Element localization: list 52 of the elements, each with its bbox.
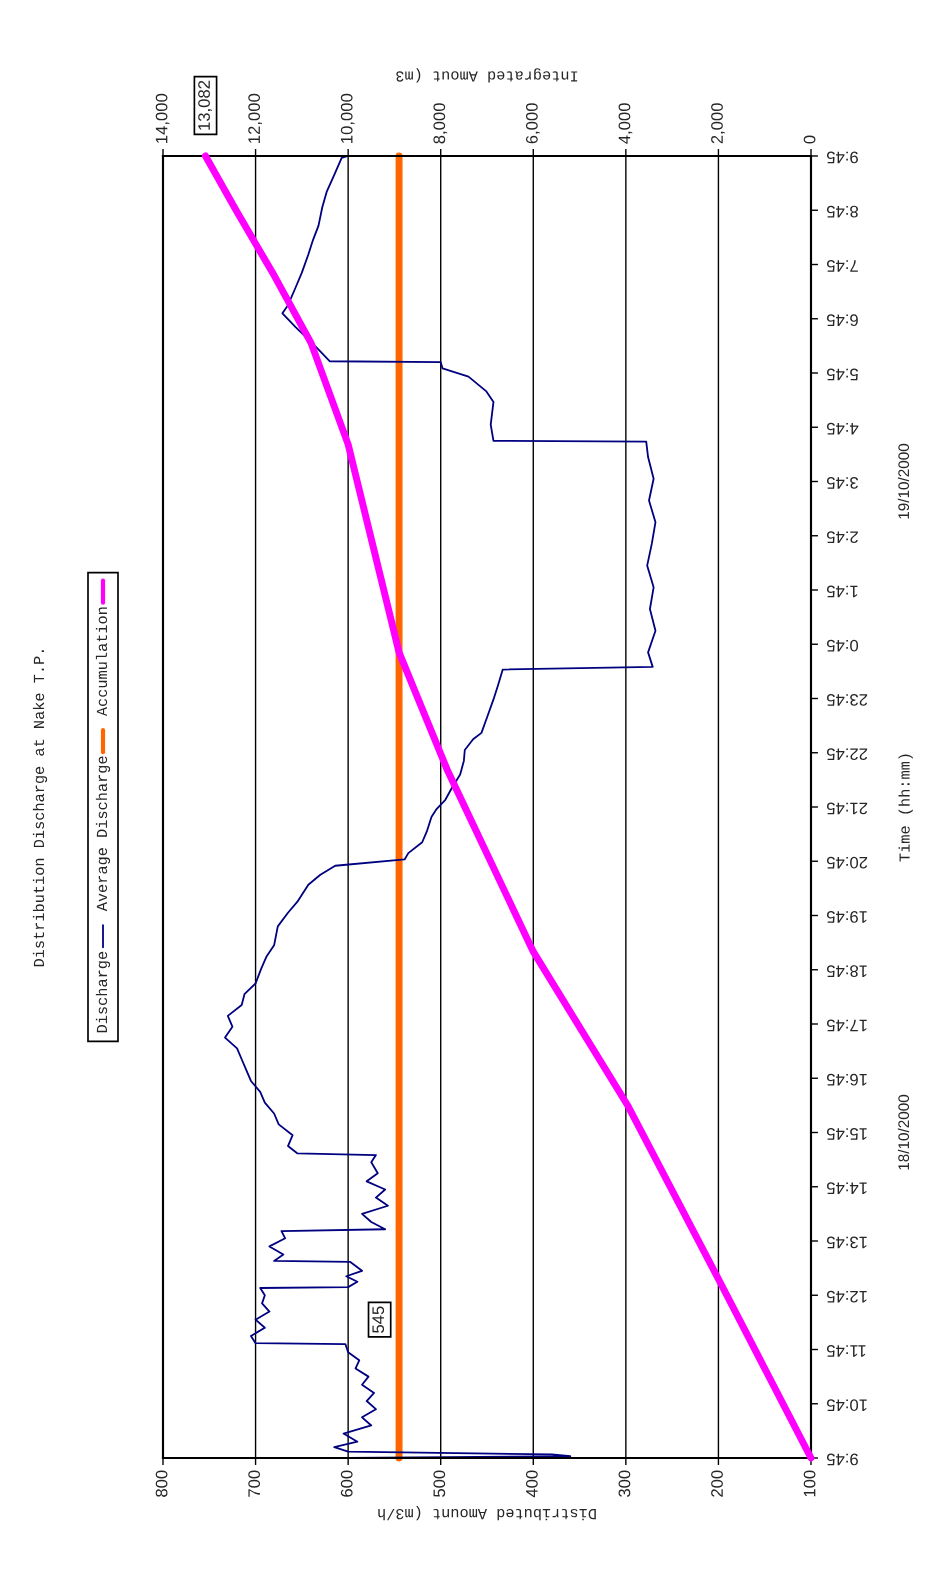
- x2-tick-label: 14,000: [155, 93, 170, 143]
- y-tick-label: 22:45: [826, 748, 868, 761]
- annotation: 545: [372, 1306, 385, 1333]
- y-tick-label: 4:45: [826, 422, 859, 435]
- y-tick-label: 21:45: [826, 802, 868, 815]
- x-tick-label: 700: [248, 1470, 261, 1497]
- x-tick-label: 200: [711, 1470, 723, 1497]
- y-axis-title: Time (hh:mm): [898, 754, 913, 862]
- y-tick-label: 0:45: [826, 639, 859, 652]
- legend-label: Accumulation: [95, 607, 108, 717]
- x-tick-label: 600: [340, 1470, 353, 1497]
- x2-tick-label: 8,000: [433, 103, 448, 144]
- text: Distribution Discharge at Nake T.P.: [32, 650, 48, 967]
- x-tick-label: 100: [803, 1470, 816, 1497]
- y-tick-label: 20:45: [826, 856, 868, 869]
- y-tick-label: 11:45: [826, 1345, 866, 1357]
- x2-tick-label: 10,000: [340, 93, 355, 143]
- y-tick-label: 1:45: [826, 585, 858, 598]
- x2-tick-label: 0: [803, 135, 816, 144]
- y-tick-label: 18:45: [826, 965, 867, 978]
- y-tick-label: 6:45: [826, 314, 858, 327]
- y-tick-label: 8:45: [826, 205, 858, 218]
- y-tick-label: 14:45: [826, 1182, 867, 1194]
- y-tick-label: 5:45: [826, 368, 859, 381]
- y-tick-label: 9:45: [826, 151, 858, 164]
- y-tick-label: 17:45: [826, 1019, 867, 1032]
- text: 18/10/2000: [897, 1094, 910, 1170]
- y-tick-label: 2:45: [826, 531, 858, 544]
- x2-tick-label: 4,000: [618, 103, 633, 144]
- x-tick-label: 500: [433, 1470, 446, 1497]
- legend-label: Average Discharge: [95, 756, 111, 912]
- y-tick-label: 19:45: [826, 911, 867, 923]
- x-axis-title: Distributed Amount (m3/h: [378, 1505, 596, 1521]
- legend-label: Discharge: [95, 951, 111, 1033]
- text: 19/10/2000: [897, 443, 910, 519]
- x-tick-label: 800: [155, 1470, 168, 1497]
- y-tick-label: 7:45: [826, 260, 858, 272]
- y-tick-label: 9:45: [826, 1453, 858, 1466]
- x2-tick-label: 2,000: [711, 103, 725, 144]
- data-label: 13,082: [198, 80, 212, 130]
- x2-tick-label: 12,000: [248, 93, 263, 143]
- x-tick-label: 300: [618, 1470, 631, 1497]
- y-tick-label: 3:45: [826, 477, 859, 489]
- y-tick-label: 13:45: [826, 1236, 867, 1249]
- x2-tick-label: 6,000: [525, 103, 540, 144]
- y-tick-label: 12:45: [826, 1290, 867, 1303]
- x2-axis-title: Integrated Amout (m3: [396, 68, 578, 83]
- y-tick-label: 23:45: [826, 694, 868, 706]
- y-tick-label: 15:45: [826, 1128, 867, 1140]
- y-tick-label: 16:45: [826, 1073, 867, 1086]
- x-tick-label: 400: [525, 1470, 538, 1498]
- y-tick-label: 10:45: [826, 1399, 867, 1412]
